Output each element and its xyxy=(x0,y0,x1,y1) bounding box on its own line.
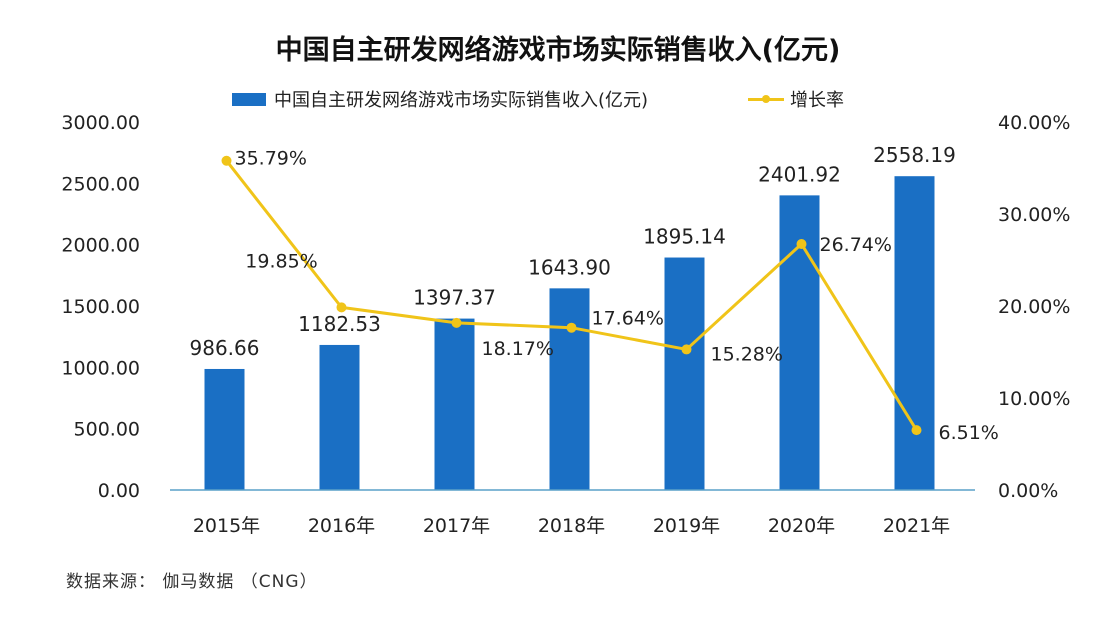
bar-value-label: 1895.14 xyxy=(643,225,726,249)
growth-rate-label: 15.28% xyxy=(711,343,783,365)
bar-2018年 xyxy=(549,288,590,490)
x-axis-tick-label: 2021年 xyxy=(883,515,950,537)
x-axis-tick-label: 2019年 xyxy=(653,515,720,537)
legend-bar-swatch xyxy=(232,92,266,106)
legend-line-label: 增长率 xyxy=(790,90,845,111)
bar-value-label: 2401.92 xyxy=(758,162,841,186)
growth-rate-point xyxy=(796,238,807,249)
right-axis-tick-label: 20.00% xyxy=(998,296,1070,318)
growth-rate-point xyxy=(221,155,232,166)
x-axis-tick-label: 2015年 xyxy=(193,515,260,537)
right-axis-tick-label: 30.00% xyxy=(998,204,1070,226)
bar-2015年 xyxy=(204,368,245,490)
x-axis-tick-label: 2020年 xyxy=(768,515,835,537)
left-axis-tick-label: 1000.00 xyxy=(61,357,140,379)
bar-2016年 xyxy=(319,344,360,490)
bar-value-label: 2558.19 xyxy=(873,143,956,167)
right-axis-tick-label: 40.00% xyxy=(998,112,1070,134)
growth-rate-point xyxy=(681,344,692,355)
x-axis-tick-label: 2016年 xyxy=(308,515,375,537)
bar-2021年 xyxy=(894,176,935,490)
legend-bar-label: 中国自主研发网络游戏市场实际销售收入(亿元) xyxy=(274,90,649,111)
left-axis-tick-label: 500.00 xyxy=(74,419,140,441)
bar-value-label: 1397.37 xyxy=(413,286,496,310)
x-axis-tick-label: 2018年 xyxy=(538,515,605,537)
legend-line-swatch xyxy=(748,94,785,103)
source-note: 数据来源： 伽马数据 （CNG） xyxy=(66,572,318,592)
growth-rate-point xyxy=(451,317,462,328)
growth-rate-label: 18.17% xyxy=(482,338,554,360)
growth-rate-label: 6.51% xyxy=(939,422,999,444)
bar-2017年 xyxy=(434,318,475,490)
growth-rate-label: 19.85% xyxy=(245,250,317,272)
left-axis-tick-label: 2000.00 xyxy=(61,235,140,257)
growth-rate-label: 26.74% xyxy=(820,234,892,256)
growth-rate-label: 35.79% xyxy=(235,148,307,170)
growth-rate-point xyxy=(336,302,347,313)
legend: 中国自主研发网络游戏市场实际销售收入(亿元) 增长率 xyxy=(232,86,844,112)
bar-2019年 xyxy=(664,257,705,490)
right-axis-tick-label: 0.00% xyxy=(998,480,1058,502)
growth-rate-point xyxy=(566,322,577,333)
bar-value-label: 986.66 xyxy=(190,336,260,360)
left-axis-tick-label: 0.00 xyxy=(98,480,140,502)
left-axis-tick-label: 1500.00 xyxy=(61,296,140,318)
left-axis-tick-label: 2500.00 xyxy=(61,173,140,195)
growth-rate-label: 17.64% xyxy=(592,308,664,330)
bar-value-label: 1643.90 xyxy=(528,255,611,279)
growth-rate-point xyxy=(911,425,922,436)
bar-value-label: 1182.53 xyxy=(298,312,381,336)
right-axis-tick-label: 10.00% xyxy=(998,388,1070,410)
x-axis-tick-label: 2017年 xyxy=(423,515,490,537)
chart-title: 中国自主研发网络游戏市场实际销售收入(亿元) xyxy=(275,35,841,66)
left-axis-tick-label: 3000.00 xyxy=(61,112,140,134)
